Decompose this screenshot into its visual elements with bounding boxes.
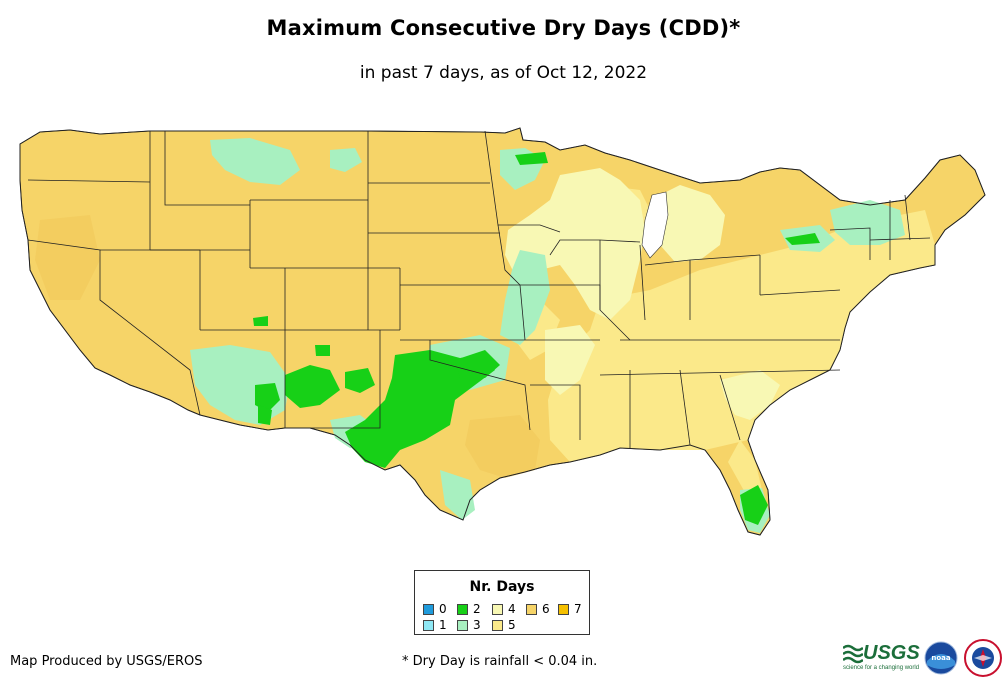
noaa-logo-icon: noaa bbox=[924, 641, 958, 675]
legend-swatch-1 bbox=[423, 619, 434, 631]
usgs-tagline: science for a changing world bbox=[843, 665, 920, 671]
legend-label-6: 6 bbox=[542, 602, 550, 616]
nws-logo-icon bbox=[964, 639, 1002, 677]
legend-label-5: 5 bbox=[508, 618, 516, 632]
legend-swatch-0 bbox=[423, 603, 434, 615]
producer-credit: Map Produced by USGS/EROS bbox=[10, 654, 203, 669]
legend-item-4: 4 bbox=[492, 602, 516, 616]
legend-swatch-2 bbox=[457, 603, 468, 615]
legend-box: Nr. Days 0 1 2 3 4 5 6 7 bbox=[414, 570, 590, 635]
legend-item-1: 1 bbox=[423, 618, 447, 632]
lake-michigan bbox=[641, 191, 669, 259]
us-cdd-map bbox=[19, 127, 986, 536]
legend-item-6: 6 bbox=[526, 602, 550, 616]
legend-label-0: 0 bbox=[439, 602, 447, 616]
legend-item-2: 2 bbox=[457, 602, 481, 616]
legend-item-0: 0 bbox=[423, 602, 447, 616]
legend-label-1: 1 bbox=[439, 618, 447, 632]
legend-label-2: 2 bbox=[473, 602, 481, 616]
state-borders bbox=[27, 130, 931, 448]
usgs-wave-icon bbox=[843, 644, 863, 664]
legend-label-3: 3 bbox=[473, 618, 481, 632]
legend-swatch-3 bbox=[457, 619, 468, 631]
legend-item-5: 5 bbox=[492, 618, 516, 632]
legend-title: Nr. Days bbox=[469, 579, 535, 595]
map-title: Maximum Consecutive Dry Days (CDD)* bbox=[266, 16, 741, 40]
map-subtitle: in past 7 days, as of Oct 12, 2022 bbox=[359, 63, 648, 83]
us-outline bbox=[19, 127, 986, 536]
legend-swatch-6 bbox=[526, 603, 537, 615]
class-4-regions bbox=[505, 168, 780, 420]
legend-item-3: 3 bbox=[457, 618, 481, 632]
legend-label-4: 4 bbox=[508, 602, 516, 616]
legend-swatch-4 bbox=[492, 603, 503, 615]
legend-swatch-5 bbox=[492, 619, 503, 631]
usgs-wordmark: USGS bbox=[863, 642, 920, 664]
legend-swatch-7 bbox=[558, 603, 569, 615]
dry-day-footnote: * Dry Day is rainfall < 0.04 in. bbox=[402, 654, 598, 669]
noaa-text: noaa bbox=[931, 654, 951, 662]
class-2-regions bbox=[253, 152, 820, 525]
legend-item-7: 7 bbox=[558, 602, 582, 616]
legend-label-7: 7 bbox=[574, 602, 582, 616]
usgs-logo: USGS science for a changing world bbox=[843, 642, 921, 676]
class-6-accents bbox=[35, 215, 540, 478]
